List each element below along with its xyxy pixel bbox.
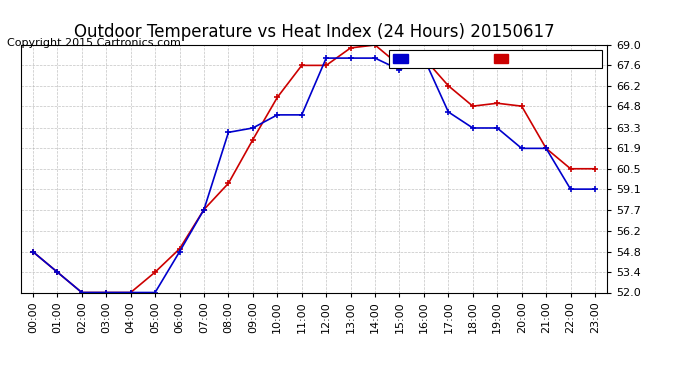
Text: Copyright 2015 Cartronics.com: Copyright 2015 Cartronics.com — [7, 38, 181, 48]
Title: Outdoor Temperature vs Heat Index (24 Hours) 20150617: Outdoor Temperature vs Heat Index (24 Ho… — [74, 22, 554, 40]
Legend: Heat Index  (°F), Temperature  (°F): Heat Index (°F), Temperature (°F) — [389, 50, 602, 68]
